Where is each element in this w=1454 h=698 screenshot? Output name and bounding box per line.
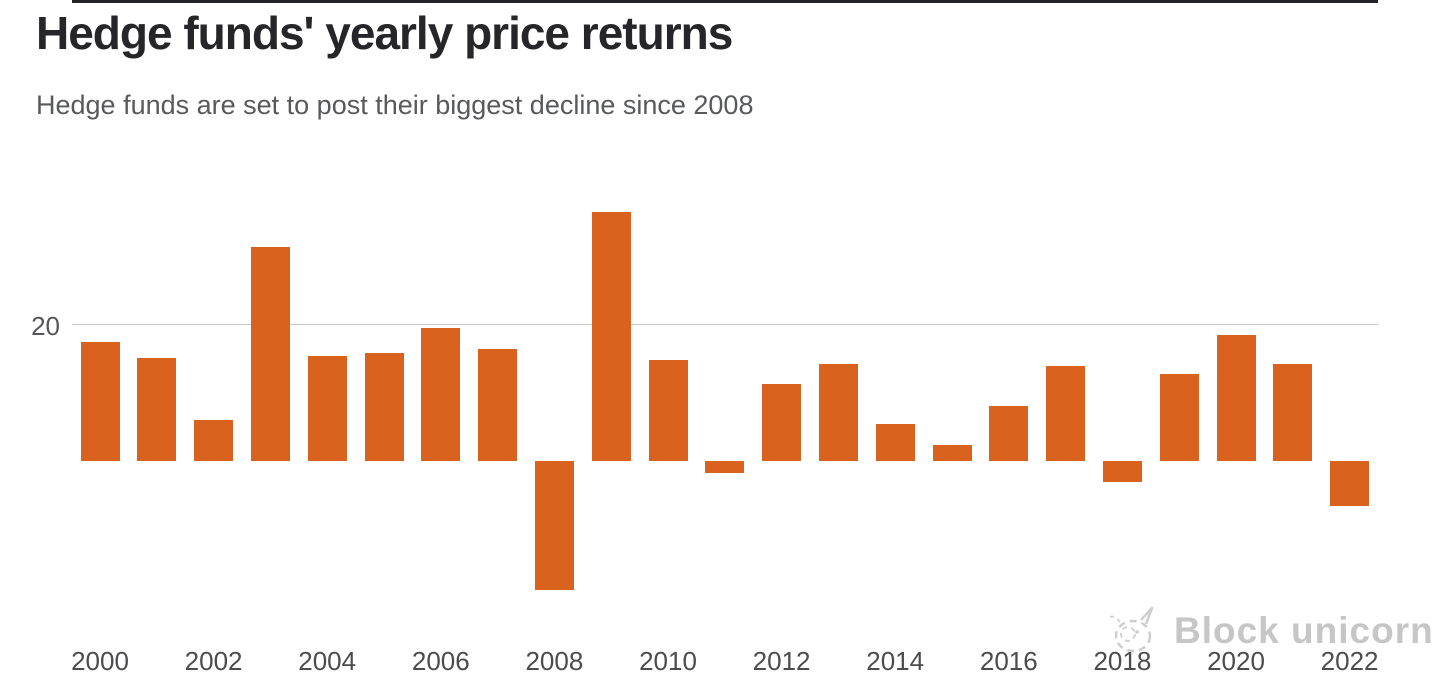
- bar-2019: [1159, 374, 1199, 461]
- y-gridline-20: [72, 324, 1378, 325]
- bar-2007: [478, 349, 518, 461]
- bar-2012: [762, 384, 802, 461]
- x-tick-label-2000: 2000: [71, 646, 129, 676]
- x-tick-label-2004: 2004: [298, 646, 357, 676]
- bar-2016: [989, 405, 1029, 461]
- bar-2002: [194, 419, 234, 461]
- bar-2008: [534, 461, 574, 591]
- x-tick-label-2016: 2016: [979, 646, 1038, 676]
- chart-subtitle: Hedge funds are set to post their bigges…: [36, 90, 754, 120]
- bar-2022: [1330, 461, 1370, 507]
- bar-2000: [80, 341, 120, 461]
- bar-2004: [307, 355, 347, 461]
- bar-2009: [591, 212, 631, 461]
- bar-2017: [1046, 366, 1086, 461]
- y-axis-tick-label: 20: [31, 311, 60, 341]
- x-tick-label-2010: 2010: [639, 646, 697, 676]
- bar-2001: [137, 358, 177, 461]
- bar-2018: [1102, 461, 1142, 483]
- bar-2015: [932, 444, 972, 461]
- x-tick-label-2008: 2008: [525, 646, 584, 676]
- bar-2021: [1273, 363, 1313, 461]
- bar-2020: [1216, 334, 1256, 461]
- bar-2011: [705, 461, 745, 474]
- x-axis-baseline: [72, 0, 1378, 3]
- x-tick-label-2012: 2012: [752, 646, 811, 676]
- bar-2006: [421, 328, 461, 461]
- bar-2013: [818, 363, 858, 461]
- bar-2014: [875, 424, 915, 461]
- x-tick-label-2002: 2002: [184, 646, 243, 676]
- x-tick-label-2014: 2014: [866, 646, 925, 676]
- x-tick-label-2018: 2018: [1093, 646, 1152, 676]
- x-tick-label-2022: 2022: [1320, 646, 1379, 676]
- bar-2010: [648, 359, 688, 461]
- bar-2003: [250, 247, 290, 461]
- chart-title: Hedge funds' yearly price returns: [36, 7, 733, 59]
- x-tick-label-2006: 2006: [411, 646, 470, 676]
- bar-2005: [364, 353, 404, 461]
- x-tick-label-2020: 2020: [1207, 646, 1265, 676]
